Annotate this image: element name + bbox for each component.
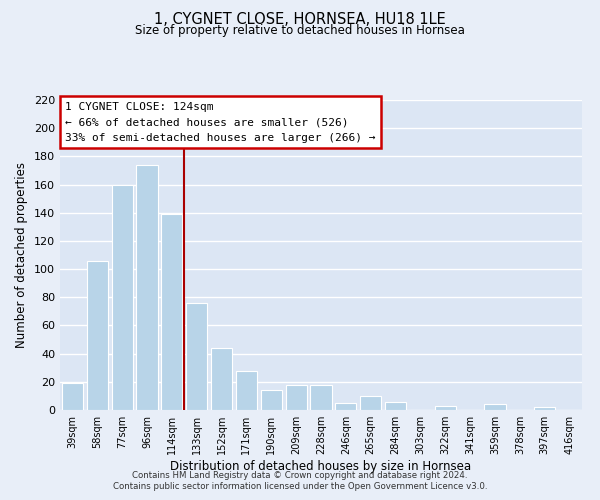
X-axis label: Distribution of detached houses by size in Hornsea: Distribution of detached houses by size … xyxy=(170,460,472,473)
Text: Contains HM Land Registry data © Crown copyright and database right 2024.: Contains HM Land Registry data © Crown c… xyxy=(132,471,468,480)
Text: 1, CYGNET CLOSE, HORNSEA, HU18 1LE: 1, CYGNET CLOSE, HORNSEA, HU18 1LE xyxy=(154,12,446,28)
Bar xyxy=(310,384,332,410)
Bar xyxy=(161,214,182,410)
Bar xyxy=(87,260,108,410)
Bar xyxy=(286,384,307,410)
Bar xyxy=(435,406,456,410)
Bar xyxy=(484,404,506,410)
Text: Size of property relative to detached houses in Hornsea: Size of property relative to detached ho… xyxy=(135,24,465,37)
Bar xyxy=(112,184,133,410)
Bar xyxy=(385,402,406,410)
Bar xyxy=(534,407,555,410)
Text: Contains public sector information licensed under the Open Government Licence v3: Contains public sector information licen… xyxy=(113,482,487,491)
Bar xyxy=(236,370,257,410)
Y-axis label: Number of detached properties: Number of detached properties xyxy=(16,162,28,348)
Bar xyxy=(211,348,232,410)
Text: 1 CYGNET CLOSE: 124sqm
← 66% of detached houses are smaller (526)
33% of semi-de: 1 CYGNET CLOSE: 124sqm ← 66% of detached… xyxy=(65,102,376,143)
Bar xyxy=(136,165,158,410)
Bar xyxy=(360,396,381,410)
Bar xyxy=(186,303,207,410)
Bar xyxy=(335,403,356,410)
Bar xyxy=(261,390,282,410)
Bar xyxy=(62,383,83,410)
